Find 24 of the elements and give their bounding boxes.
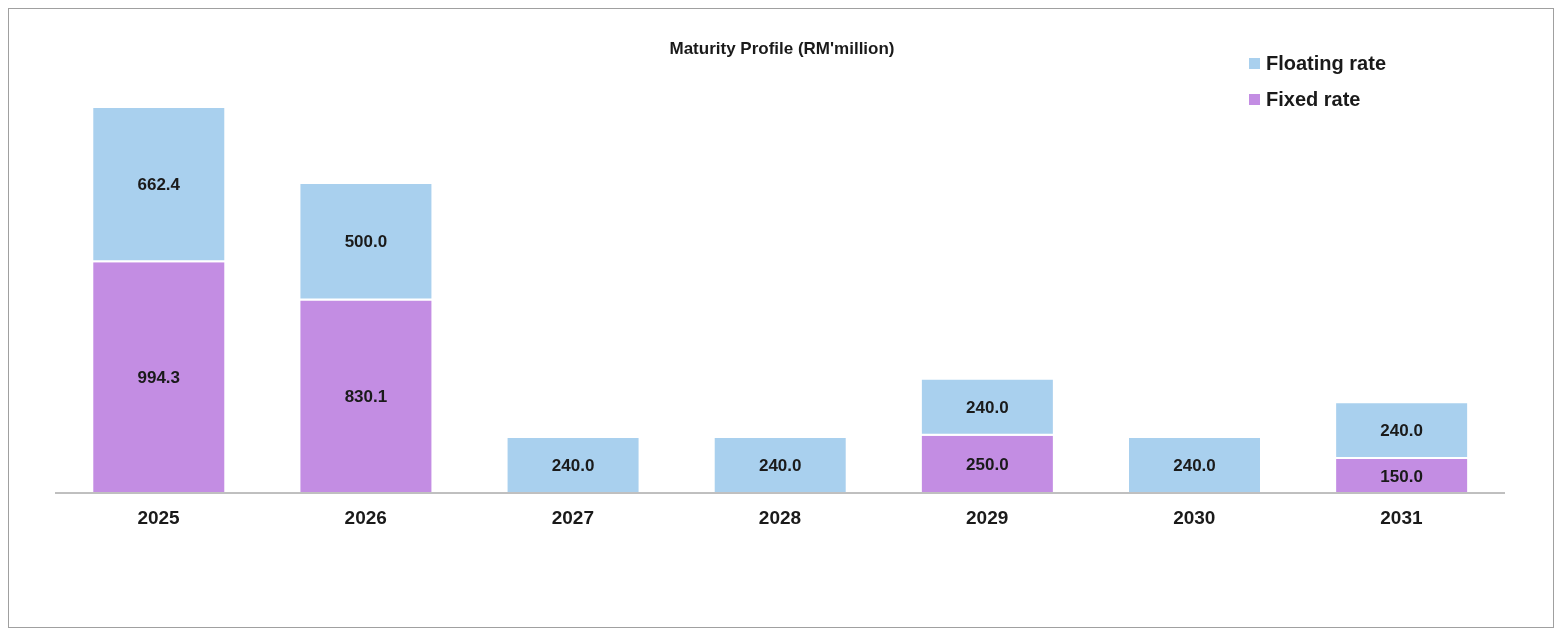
- data-label: 240.0: [758, 456, 802, 476]
- legend-label: Fixed rate: [1265, 86, 1362, 112]
- data-label: 240.0: [1173, 456, 1216, 476]
- x-tick-label: 2031: [1380, 507, 1423, 529]
- data-label: 150.0: [1380, 466, 1423, 486]
- x-tick-label: 2026: [344, 507, 387, 529]
- data-label: 662.4: [137, 175, 181, 195]
- data-label: 250.0: [966, 454, 1009, 474]
- data-label: 994.3: [137, 368, 181, 388]
- x-tick-label: 2025: [137, 507, 181, 529]
- legend-label: Floating rate: [1265, 50, 1387, 76]
- data-label: 240.0: [966, 397, 1009, 417]
- chart-title: Maturity Profile (RM'million): [669, 39, 895, 58]
- x-tick-label: 2030: [1173, 507, 1216, 529]
- x-tick-label: 2027: [551, 507, 594, 529]
- bar: [712, 436, 848, 494]
- data-label: 240.0: [1380, 421, 1423, 441]
- bar: [1127, 436, 1262, 494]
- data-label: 500.0: [344, 232, 388, 252]
- x-tick-label: 2029: [966, 507, 1009, 529]
- data-label: 830.1: [344, 387, 388, 407]
- bar: [505, 436, 641, 494]
- data-label: 240.0: [551, 456, 595, 476]
- x-tick-label: 2028: [758, 507, 802, 529]
